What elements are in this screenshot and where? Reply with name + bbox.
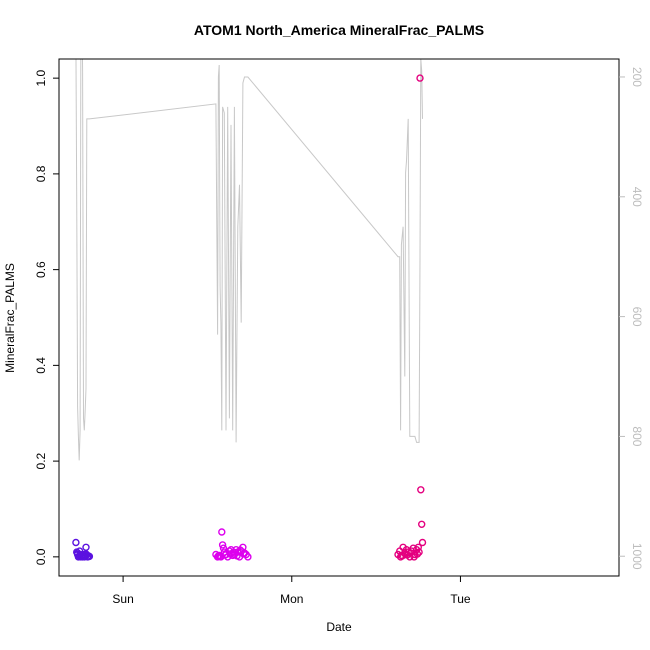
data-point: [413, 550, 422, 558]
data-point: [415, 548, 423, 556]
data-point: [73, 549, 82, 557]
right-tick-label: 800: [630, 426, 644, 446]
data-point: [414, 543, 422, 551]
y-tick-label: 1.0: [34, 69, 48, 86]
data-point: [239, 550, 248, 558]
right-tick-label: 400: [630, 187, 644, 207]
data-point: [218, 541, 227, 549]
pressure-line-layer: [75, 59, 423, 461]
x-tick-label: Mon: [280, 592, 303, 606]
y-tick-label: 0.6: [34, 261, 48, 278]
x-tick-label: Tue: [450, 592, 471, 606]
data-point: [72, 538, 80, 547]
data-point: [416, 74, 424, 82]
y-tick-label: 0.0: [34, 548, 48, 565]
data-point: [418, 538, 427, 547]
data-point: [80, 551, 88, 560]
right-tick-label: 200: [630, 67, 644, 87]
x-tick-label: Sun: [112, 592, 133, 606]
y-axis: 0.0 0.2 0.4 0.6 0.8 1.0: [34, 69, 59, 565]
data-point: [82, 543, 90, 551]
data-point: [221, 551, 229, 559]
chart-title: ATOM1 North_America MineralFrac_PALMS: [194, 22, 484, 38]
scatter-points-layer: [72, 74, 427, 561]
data-point: [418, 520, 426, 528]
plot-area-frame: [58, 58, 620, 577]
x-axis: Sun Mon Tue: [112, 576, 471, 606]
data-point: [78, 553, 87, 561]
data-point: [417, 486, 425, 494]
data-point: [75, 547, 84, 555]
y-tick-label: 0.8: [34, 165, 48, 182]
data-point: [218, 528, 226, 536]
y-axis-label: MineralFrac_PALMS: [3, 263, 17, 373]
pressure-line: [75, 59, 423, 461]
data-point: [219, 544, 228, 552]
x-axis-label: Date: [326, 620, 352, 634]
right-tick-label: 600: [630, 307, 644, 327]
right-tick-label: 1000: [630, 543, 644, 570]
right-axis: 200 400 600 800 1000: [619, 67, 644, 570]
data-point: [233, 552, 241, 560]
y-tick-label: 0.2: [34, 452, 48, 469]
y-tick-label: 0.4: [34, 357, 48, 374]
data-point: [398, 552, 406, 560]
